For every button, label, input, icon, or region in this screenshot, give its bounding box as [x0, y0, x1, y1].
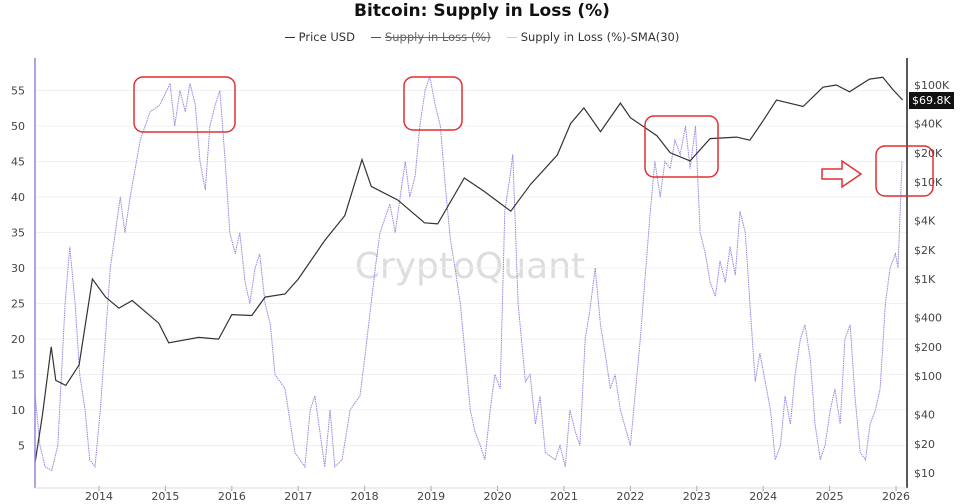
y-left-tick-label: 35 — [11, 227, 25, 240]
legend-label: Supply in Loss (%)-SMA(30) — [520, 30, 680, 44]
annotation-box — [875, 145, 934, 197]
x-tick-label: 2015 — [151, 490, 179, 503]
y-left-tick-label: 30 — [11, 262, 25, 275]
y-right-tick-label: $10 — [914, 467, 935, 480]
x-tick-label: 2022 — [616, 490, 644, 503]
x-tick-label: 2026 — [882, 490, 910, 503]
y-right-tick-label: $20 — [914, 438, 935, 451]
x-tick-label: 2018 — [351, 490, 379, 503]
y-right-tick-label: $200 — [914, 341, 942, 354]
y-left-tick-label: 55 — [11, 85, 25, 98]
annotation-box — [403, 76, 463, 131]
y-left-tick-label: 10 — [11, 404, 25, 417]
annotations — [133, 76, 934, 197]
x-tick-label: 2014 — [85, 490, 113, 503]
y-right-tick-label: $100K — [914, 79, 950, 92]
x-tick-label: 2023 — [683, 490, 711, 503]
annotation-box — [644, 115, 719, 178]
legend-item-supply-in-loss[interactable]: Supply in Loss (%) — [370, 30, 491, 44]
y-right-tick-label: $20K — [914, 147, 943, 160]
x-tick-label: 2019 — [417, 490, 445, 503]
legend-swatch — [284, 36, 295, 38]
y-left-tick-label: 45 — [11, 156, 25, 169]
y-right-tick-label: $1K — [914, 273, 936, 286]
current-price-tag: $69.8K — [909, 92, 954, 109]
price-series-line — [34, 76, 904, 462]
x-tick-label: 2017 — [284, 490, 312, 503]
y-left-tick-label: 20 — [11, 333, 25, 346]
arrow-right-icon — [821, 159, 863, 189]
y-right-tick-label: $10K — [914, 176, 943, 189]
legend-swatch — [506, 36, 517, 38]
annotation-box — [133, 76, 236, 133]
y-right-tick-label: $400 — [914, 312, 942, 325]
x-tick-label: 2016 — [218, 490, 246, 503]
legend-swatch — [370, 36, 381, 38]
y-left-tick-label: 15 — [11, 369, 25, 382]
y-left-tick-label: 25 — [11, 298, 25, 311]
x-tick-label: 2020 — [484, 490, 512, 503]
y-right-tick-label: $4K — [914, 215, 936, 228]
legend-item-sma[interactable]: Supply in Loss (%)-SMA(30) — [506, 30, 680, 44]
watermark: CryptoQuant — [355, 246, 585, 287]
x-tick-label: 2025 — [816, 490, 844, 503]
y-left-tick-label: 5 — [18, 440, 25, 453]
y-left-tick-label: 50 — [11, 120, 25, 133]
y-right-tick-label: $2K — [914, 244, 936, 257]
chart-title: Bitcoin: Supply in Loss (%) — [354, 1, 610, 21]
x-tick-label: 2024 — [749, 490, 777, 503]
y-right-tick-label: $40 — [914, 409, 935, 422]
y-left-tick-label: 40 — [11, 191, 25, 204]
x-tick-label: 2021 — [550, 490, 578, 503]
sma-series-line — [34, 76, 903, 472]
legend-label: Supply in Loss (%) — [384, 30, 491, 44]
legend-label: Price USD — [298, 30, 355, 44]
legend: Price USD Supply in Loss (%) Supply in L… — [0, 30, 964, 44]
y-right-tick-label: $100 — [914, 370, 942, 383]
y-right-tick-label: $40K — [914, 118, 943, 131]
legend-item-price[interactable]: Price USD — [284, 30, 355, 44]
